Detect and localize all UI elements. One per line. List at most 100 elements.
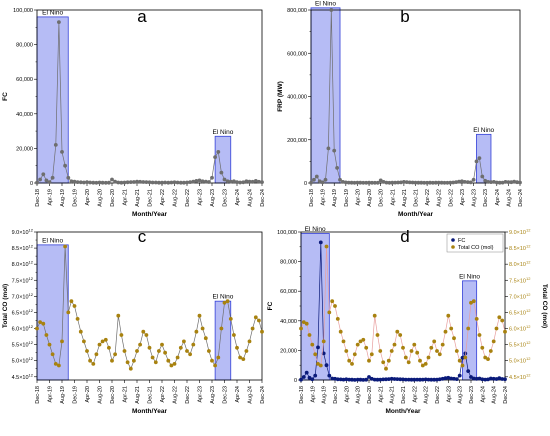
data-point: [310, 377, 315, 382]
x-tick-label: Apr-20: [355, 189, 361, 206]
data-point: [419, 180, 424, 185]
x-tick-label: Aug-24: [248, 386, 254, 404]
data-point: [312, 177, 316, 182]
data-point: [301, 320, 306, 324]
data-point: [412, 342, 417, 347]
data-point: [483, 178, 488, 183]
data-point: [373, 180, 377, 185]
data-point: [94, 352, 99, 357]
data-point: [314, 174, 319, 179]
data-point: [344, 349, 349, 353]
data-point: [141, 329, 146, 334]
data-point: [361, 337, 366, 342]
data-point: [244, 349, 249, 353]
data-point: [169, 363, 174, 368]
data-point: [423, 362, 428, 366]
y-tick-label: 80,000: [16, 43, 33, 49]
x-tick-label: Apr-20: [85, 189, 91, 206]
data-point: [333, 304, 337, 308]
data-point: [347, 377, 352, 382]
data-point: [178, 345, 183, 350]
data-point: [207, 180, 211, 184]
data-point: [85, 349, 89, 353]
data-point: [125, 360, 130, 365]
data-point: [452, 336, 456, 341]
data-point: [395, 329, 400, 334]
data-point: [454, 377, 459, 381]
data-point: [103, 180, 108, 185]
y-right-tick-label: 8.0×1012: [509, 260, 531, 269]
x-tick-label: Apr-24: [235, 386, 241, 403]
data-point: [393, 180, 398, 185]
data-point: [185, 349, 189, 353]
data-point: [483, 377, 488, 382]
x-tick-label: Aug-22: [173, 189, 179, 207]
data-point: [47, 342, 52, 347]
data-point: [428, 180, 432, 185]
data-point: [222, 177, 227, 182]
data-point: [128, 366, 133, 371]
data-point: [338, 329, 343, 334]
data-point: [486, 357, 490, 361]
data-point: [316, 345, 320, 350]
data-point: [72, 304, 77, 308]
data-point: [466, 326, 471, 331]
data-point: [445, 180, 450, 185]
x-tick-label: Apr-20: [85, 386, 91, 403]
data-point: [392, 342, 397, 347]
x-tick-label: Apr-24: [235, 189, 241, 206]
data-point: [404, 180, 409, 185]
x-tick-label: Dec-18: [35, 189, 41, 207]
data-point: [241, 357, 246, 361]
x-tick-label: Dec-18: [299, 386, 305, 404]
data-point: [483, 355, 488, 360]
x-tick-label: Apr-24: [480, 386, 486, 403]
data-point: [122, 349, 127, 353]
data-point: [329, 8, 334, 12]
x-tick-label: Apr-23: [446, 386, 452, 403]
y-right-tick-label: 6.0×1012: [509, 324, 531, 333]
data-point: [442, 180, 447, 185]
data-point: [387, 180, 392, 185]
x-tick-label: Dec-22: [435, 386, 441, 404]
data-point: [257, 318, 261, 323]
data-point: [125, 180, 130, 185]
data-point: [358, 377, 363, 382]
data-point: [463, 351, 468, 356]
data-point: [232, 333, 236, 337]
data-point: [323, 177, 328, 182]
data-point: [486, 180, 490, 184]
data-point: [247, 339, 252, 344]
data-point: [238, 180, 243, 185]
chart-panel-a: El Nino El Nino 0 20,000 40,000 60,000 80,000 1…: [2, 7, 266, 218]
y-tick-label: 7.5×1012: [12, 276, 34, 285]
data-point: [194, 329, 199, 334]
data-point: [457, 358, 462, 363]
data-point: [423, 377, 428, 382]
y-tick-label: 80,000: [280, 260, 297, 266]
data-point: [320, 180, 325, 185]
x-tick-label: Dec-20: [367, 386, 373, 404]
data-point: [313, 352, 318, 357]
chart-panel-c: El Nino El Nino 4.5×1012 5.0×1012 5.5×1012 6.…: [2, 227, 266, 415]
data-point: [416, 180, 421, 185]
data-point: [316, 362, 320, 366]
chart-panel-b: El Nino El Nino 0 200,000 400,000 600,000 800,…: [277, 0, 524, 218]
data-point: [113, 352, 117, 357]
data-point: [191, 342, 196, 347]
data-point: [107, 345, 111, 350]
x-tick-label: Aug-20: [356, 386, 362, 404]
x-tick-label: Apr-19: [48, 386, 54, 403]
data-point: [358, 180, 363, 185]
legend-label: FC: [458, 238, 465, 244]
data-point: [175, 355, 180, 360]
y-tick-label: 7.0×1012: [12, 292, 34, 301]
data-point: [153, 360, 158, 365]
data-point: [260, 180, 264, 185]
data-point: [318, 363, 323, 368]
x-tick-label: Apr-24: [495, 189, 501, 206]
data-point: [219, 170, 224, 175]
data-point: [355, 342, 360, 347]
data-point: [97, 342, 102, 347]
